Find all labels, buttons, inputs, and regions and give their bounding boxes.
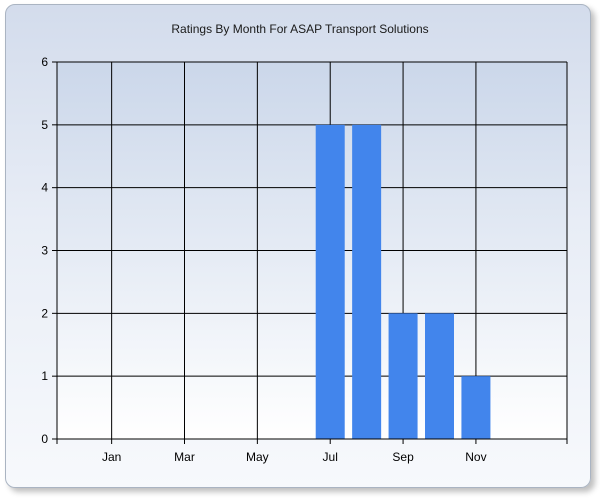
y-axis-labels: 0 1 2 3 4 5 6 [41, 55, 57, 446]
y-tick-label: 5 [41, 118, 48, 132]
x-tick-label: Jan [102, 450, 121, 464]
x-axis-labels: Jan Mar May Jul Sep Nov [102, 450, 487, 464]
bar-aug [352, 124, 382, 439]
y-tick-label: 6 [41, 55, 48, 69]
y-tick-label: 4 [41, 181, 48, 195]
bar-nov [461, 376, 491, 439]
bar-jul [315, 124, 345, 439]
bars [315, 124, 491, 439]
bar-sep [388, 313, 418, 439]
x-tick-label: Mar [174, 450, 195, 464]
x-tick-label: Nov [465, 450, 486, 464]
y-tick-label: 3 [41, 244, 48, 258]
y-tick-label: 2 [41, 306, 48, 320]
x-tick-label: May [246, 450, 269, 464]
x-tick-label: Sep [392, 450, 414, 464]
y-tick-label: 1 [41, 369, 48, 383]
chart-title: Ratings By Month For ASAP Transport Solu… [171, 22, 429, 36]
bar-oct [425, 313, 454, 439]
y-tick-label: 0 [41, 432, 48, 446]
x-tick-label: Jul [323, 450, 338, 464]
